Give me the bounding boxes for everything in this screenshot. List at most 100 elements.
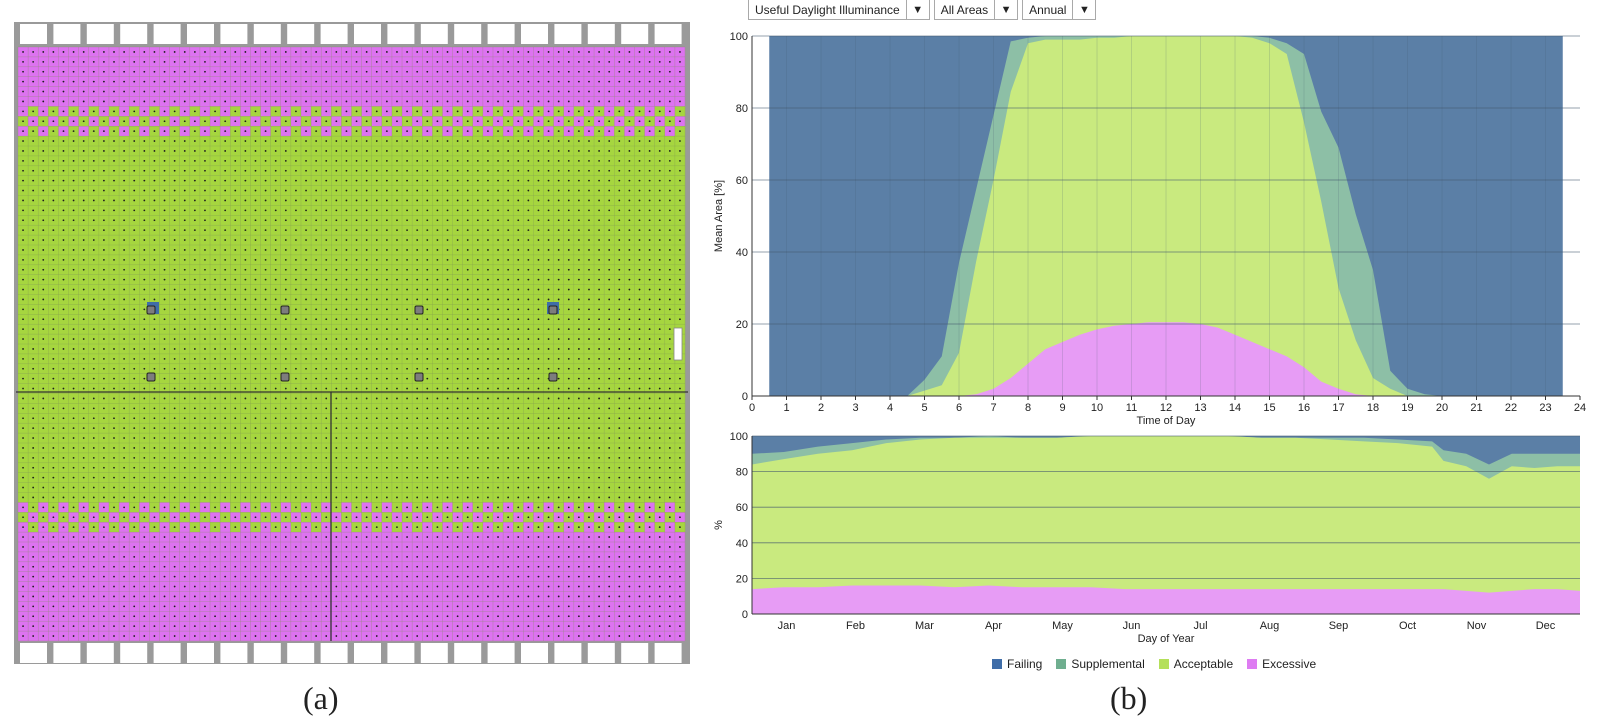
window-pane [387, 643, 414, 663]
sensor-dot [113, 51, 115, 53]
sensor-dot [234, 120, 236, 122]
sensor-dot [93, 150, 95, 152]
sensor-dot [194, 160, 196, 162]
sensor-dot [93, 140, 95, 142]
sensor-dot [386, 91, 388, 93]
sensor-dot [265, 101, 267, 103]
sensor-dot [356, 150, 358, 152]
sensor-dot [527, 160, 529, 162]
sensor-dot [164, 91, 166, 93]
sensor-dot [93, 160, 95, 162]
sensor-dot [143, 51, 145, 53]
sensor-dot [224, 110, 226, 112]
window-pane [554, 643, 581, 663]
sensor-dot [568, 110, 570, 112]
sensor-dot [346, 110, 348, 112]
sensor-dot [93, 61, 95, 63]
sensor-dot [376, 150, 378, 152]
sensor-dot [204, 91, 206, 93]
sensor-dot [416, 91, 418, 93]
sensor-dot [305, 61, 307, 63]
sensor-dot [527, 130, 529, 132]
sensor-dot [103, 130, 105, 132]
sensor-dot [416, 81, 418, 83]
sensor-dot [32, 150, 34, 152]
sensor-dot [93, 110, 95, 112]
sensor-dot [477, 160, 479, 162]
sensor-dot [184, 110, 186, 112]
sensor-dot [376, 81, 378, 83]
sensor-dot [184, 71, 186, 73]
sensor-dot [578, 160, 580, 162]
sensor-dot [83, 130, 85, 132]
sensor-dot [255, 130, 257, 132]
sensor-dot [93, 130, 95, 132]
sensor-dot [335, 51, 337, 53]
sensor-dot [548, 61, 550, 63]
sensor-dot [194, 140, 196, 142]
sensor-dot [497, 101, 499, 103]
sensor-dot [335, 91, 337, 93]
sensor-dot [437, 120, 439, 122]
sensor-dot [123, 51, 125, 53]
sensor-dot [376, 91, 378, 93]
sensor-dot [184, 91, 186, 93]
sensor-dot [558, 120, 560, 122]
sensor-dot [447, 120, 449, 122]
sensor-dot [174, 61, 176, 63]
sensor-dot [83, 140, 85, 142]
sensor-dot [154, 101, 156, 103]
sensor-dot [457, 71, 459, 73]
sensor-dot [507, 101, 509, 103]
sensor-dot [659, 101, 661, 103]
window-pane [20, 643, 47, 663]
sensor-dot [649, 140, 651, 142]
sensor-dot [73, 120, 75, 122]
sensor-dot [578, 71, 580, 73]
sensor-dot [346, 91, 348, 93]
sensor-dot [315, 101, 317, 103]
sensor-dot [406, 61, 408, 63]
sensor-dot [629, 120, 631, 122]
sensor-dot [123, 140, 125, 142]
sensor-dot [224, 91, 226, 93]
sensor-dot [346, 170, 348, 172]
sensor-dot [255, 120, 257, 122]
sensor-dot [285, 140, 287, 142]
sensor-dot [113, 170, 115, 172]
sensor-dot [73, 110, 75, 112]
sensor-dot [42, 120, 44, 122]
sensor-dot [598, 160, 600, 162]
sensor-dot [32, 110, 34, 112]
sensor-dot [639, 91, 641, 93]
sensor-dot [204, 81, 206, 83]
sensor-dot [224, 61, 226, 63]
sensor-dot [42, 71, 44, 73]
sensor-dot [315, 120, 317, 122]
sensor-dot [517, 120, 519, 122]
sensor-dot [507, 71, 509, 73]
sensor-dot [376, 71, 378, 73]
sensor-dot [346, 150, 348, 152]
sensor-dot [194, 51, 196, 53]
sensor-dot [52, 120, 54, 122]
sensor-dot [376, 170, 378, 172]
sensor-dot [426, 61, 428, 63]
sensor-dot [487, 130, 489, 132]
sensor-dot [659, 160, 661, 162]
sensor-dot [629, 140, 631, 142]
sensor-dot [517, 130, 519, 132]
sensor-dot [285, 61, 287, 63]
sensor-dot [416, 71, 418, 73]
window-pane [87, 643, 114, 663]
sensor-dot [457, 110, 459, 112]
sensor-dot [275, 130, 277, 132]
sensor-dot [467, 81, 469, 83]
sensor-dot [154, 170, 156, 172]
sensor-dot [578, 120, 580, 122]
sensor-dot [32, 120, 34, 122]
sensor-dot [437, 110, 439, 112]
sensor-dot [315, 170, 317, 172]
sensor-dot [234, 51, 236, 53]
sensor-dot [244, 91, 246, 93]
